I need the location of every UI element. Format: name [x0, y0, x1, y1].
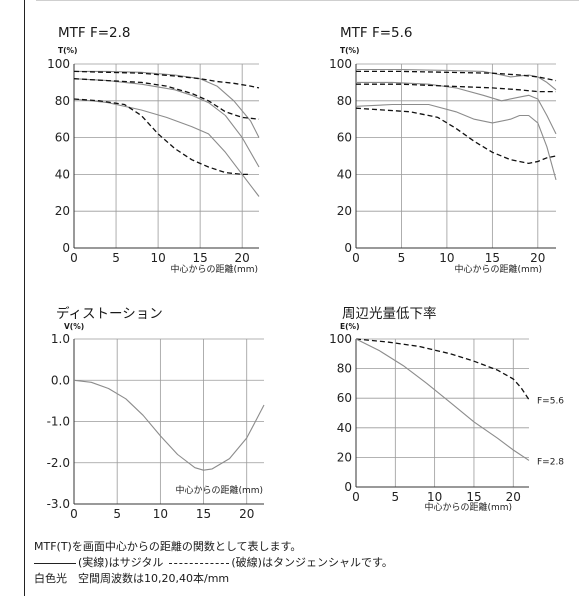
- chart-title-mtf-f28: MTF F=2.8: [58, 25, 131, 41]
- x-tick-label: 10: [439, 251, 454, 265]
- chart-title-mtf-f56: MTF F=5.6: [340, 25, 413, 41]
- x-tick-label: 5: [391, 490, 399, 504]
- y-tick-label: 20: [337, 450, 352, 464]
- y-tick-label: 0.0: [51, 373, 70, 387]
- x-tick-label: 10: [150, 251, 165, 265]
- y-tick-label: 100: [329, 332, 352, 346]
- y-tick-label: 100: [329, 57, 352, 71]
- y-tick-label: 80: [337, 94, 352, 108]
- series-line-2: [73, 78, 260, 168]
- x-tick-label: 0: [352, 251, 360, 265]
- chart-title-distortion: ディストーション: [56, 306, 163, 322]
- y-tick-label: 40: [337, 167, 352, 181]
- y-unit-vignetting: E(%): [340, 322, 360, 331]
- series-line-4: [355, 103, 557, 181]
- caption-line-3: 白色光 空間周波数は10,20,40本/mm: [34, 572, 230, 585]
- series-line-0: [355, 338, 530, 401]
- x-tick-label: 5: [112, 251, 120, 265]
- y-tick-label: 0: [344, 241, 352, 255]
- chart-1: 0 5 10 15 20 0 20 40 60 80 100 中心からの距離(mm): [329, 57, 557, 275]
- y-tick-label: 40: [337, 421, 352, 435]
- series-line-0: [356, 68, 557, 91]
- series-line-1: [73, 70, 260, 89]
- caption-dashed-text: (破線)はタンジェンシャルです。: [231, 556, 393, 569]
- y-tick-label: 60: [55, 131, 70, 145]
- figure-frame: [24, 0, 579, 596]
- x-axis-label: 中心からの距離(mm): [175, 484, 263, 496]
- y-unit-distortion: V(%): [64, 322, 85, 331]
- x-tick-label: 0: [352, 490, 360, 504]
- y-tick-label: 20: [55, 204, 70, 218]
- y-tick-label: 100: [47, 57, 70, 71]
- series-line-5: [73, 98, 251, 176]
- y-tick-label: 80: [55, 94, 70, 108]
- chart-2: 0 5 10 15 20 -3.0 -2.0 -1.0 0.0 1.0 中心からの距離(mm): [47, 332, 265, 521]
- x-axis-label: 中心からの距離(mm): [454, 263, 542, 275]
- y-tick-label: 20: [337, 204, 352, 218]
- y-tick-label: 40: [55, 167, 70, 181]
- dashed-line-legend: [169, 562, 230, 564]
- series-line-1: [356, 70, 557, 82]
- series-line-4: [73, 98, 260, 197]
- caption-solid-text: (実線)はサジタル: [78, 556, 164, 569]
- caption-line-2: (実線)はサジタル (破線)はタンジェンシャルです。: [34, 554, 393, 570]
- series-line-0: [74, 70, 260, 138]
- y-unit-mtf-f56: T(%): [340, 46, 360, 55]
- y-tick-label: 80: [337, 362, 352, 376]
- y-tick-label: -1.0: [47, 415, 70, 429]
- x-tick-label: 20: [239, 507, 254, 521]
- y-tick-label: 0: [344, 480, 352, 494]
- x-tick-label: 15: [196, 507, 211, 521]
- x-tick-label: 20: [506, 490, 521, 504]
- x-tick-label: 15: [192, 251, 207, 265]
- x-tick-label: 10: [153, 507, 168, 521]
- y-tick-label: 60: [337, 131, 352, 145]
- x-tick-label: 15: [485, 251, 500, 265]
- x-axis-label: 中心からの距離(mm): [424, 501, 512, 513]
- series-line-0: [73, 379, 265, 471]
- y-tick-label: -3.0: [47, 497, 70, 511]
- series-line-2: [356, 81, 557, 135]
- series-line-1: [355, 338, 530, 461]
- x-tick-label: 20: [235, 251, 250, 265]
- x-tick-label: 5: [113, 507, 121, 521]
- solid-line-legend: [34, 562, 76, 564]
- series-line-5: [355, 107, 557, 165]
- series-line-3: [356, 83, 556, 93]
- y-tick-label: -2.0: [47, 456, 70, 470]
- x-tick-label: 5: [398, 251, 406, 265]
- series-label: F=5.6: [537, 397, 564, 407]
- x-axis-label: 中心からの距離(mm): [170, 263, 258, 275]
- x-tick-label: 15: [466, 490, 481, 504]
- x-tick-label: 10: [427, 490, 442, 504]
- y-unit-mtf-f28: T(%): [58, 46, 78, 55]
- caption-line-1: MTF(T)を画面中心からの距離の関数として表します。: [34, 540, 302, 553]
- x-tick-label: 0: [70, 251, 78, 265]
- chart-title-vignetting: 周辺光量低下率: [342, 306, 437, 322]
- x-tick-label: 0: [70, 507, 78, 521]
- top-rule: [36, 0, 579, 1]
- x-tick-label: 20: [530, 251, 545, 265]
- series-line-3: [73, 78, 260, 120]
- y-tick-label: 1.0: [51, 332, 70, 346]
- series-label: F=2.8: [537, 457, 564, 467]
- chart-3: 0 5 10 15 20 0 20 40 60 80 100 中心からの距離(mm) F=5.6 F=2.…: [329, 332, 564, 513]
- y-tick-label: 0: [62, 241, 70, 255]
- y-tick-label: 60: [337, 391, 352, 405]
- chart-0: 0 5 10 15 20 0 20 40 60 80 100 中心からの距離(mm): [47, 57, 260, 275]
